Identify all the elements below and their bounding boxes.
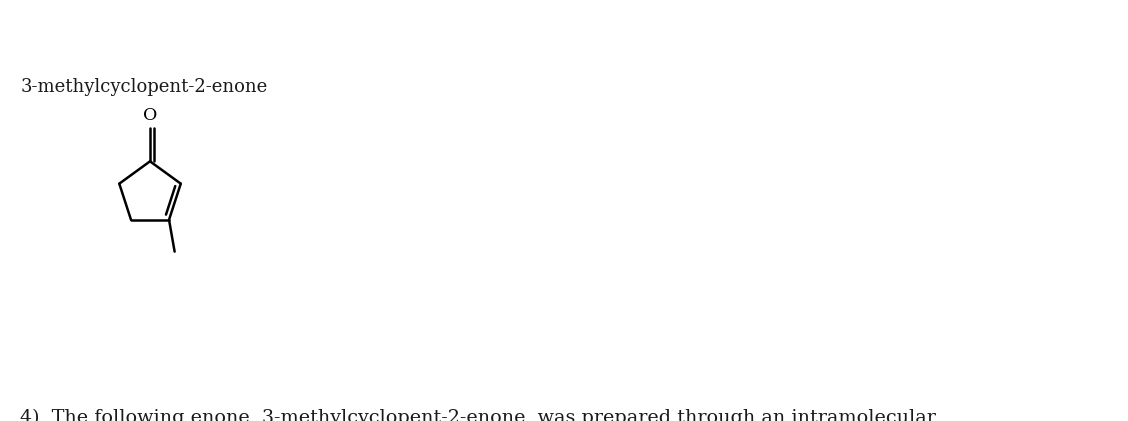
- Text: O: O: [143, 107, 157, 124]
- Text: 4)  The following enone, 3-methylcyclopent-2-enone, was prepared through an intr: 4) The following enone, 3-methylcyclopen…: [20, 408, 959, 421]
- Text: 3-methylcyclopent-2-enone: 3-methylcyclopent-2-enone: [20, 78, 267, 96]
